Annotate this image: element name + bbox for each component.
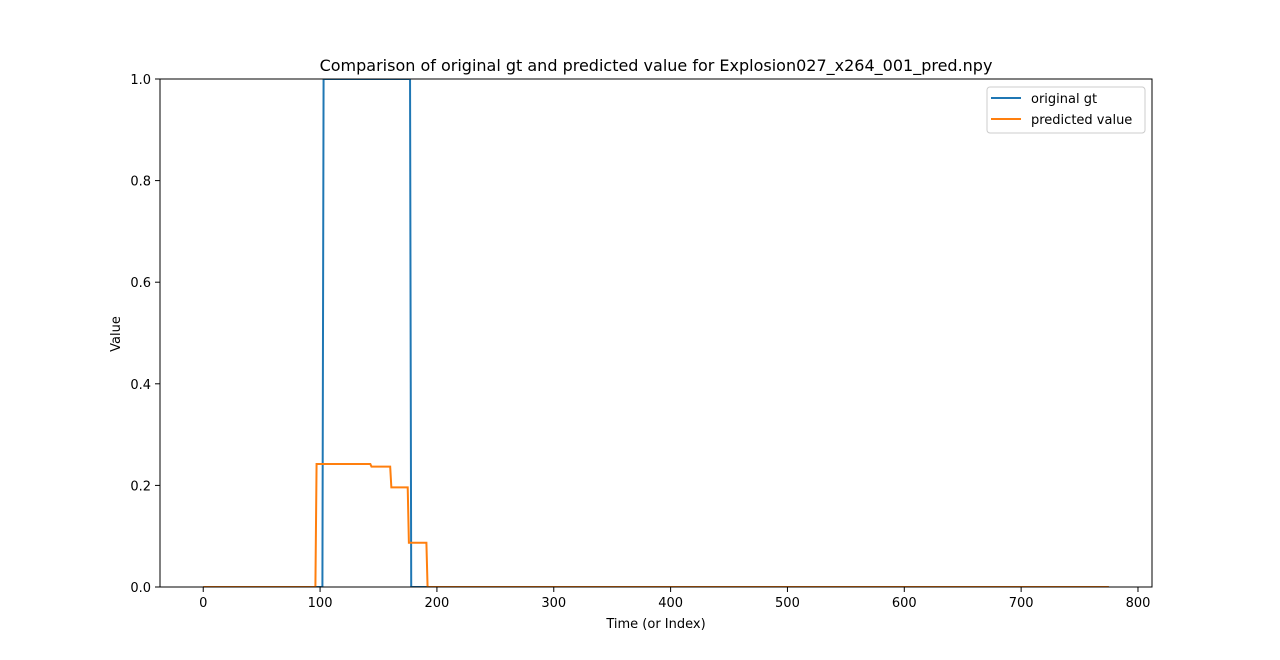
plot-frame — [159, 78, 1153, 588]
x-tick-label: 800 — [1126, 596, 1151, 611]
x-tick-label: 500 — [775, 596, 800, 611]
x-tick-label: 100 — [308, 596, 333, 611]
y-tick-label: 0.6 — [130, 276, 151, 291]
legend-box — [986, 86, 1146, 134]
x-tick-label: 0 — [199, 596, 207, 611]
x-tick-label: 700 — [1009, 596, 1034, 611]
legend-label-predicted-value: predicted value — [1031, 113, 1132, 128]
y-axis-label: Value — [109, 316, 124, 352]
x-tick-label: 200 — [425, 596, 450, 611]
x-axis-label: Time (or Index) — [605, 617, 705, 632]
y-tick-label: 0.8 — [130, 175, 151, 190]
series-line-predicted-value — [203, 463, 1109, 587]
legend-label-original-gt: original gt — [1031, 92, 1097, 107]
y-tick-label: 0.4 — [130, 378, 151, 393]
x-tick-label: 300 — [541, 596, 566, 611]
x-tick-label: 600 — [892, 596, 917, 611]
chart-title: Comparison of original gt and predicted … — [320, 56, 993, 76]
x-tick-label: 400 — [658, 596, 683, 611]
plot-area: 0 100 200 300 400 500 600 700 800 0.0 0.2 0.4 0.6 0.8… — [130, 73, 1153, 611]
y-tick-label: 1.0 — [130, 73, 151, 88]
y-tick-label: 0.2 — [130, 479, 151, 494]
legend: original gt predicted value — [986, 86, 1146, 134]
y-tick-label: 0.0 — [130, 581, 151, 596]
